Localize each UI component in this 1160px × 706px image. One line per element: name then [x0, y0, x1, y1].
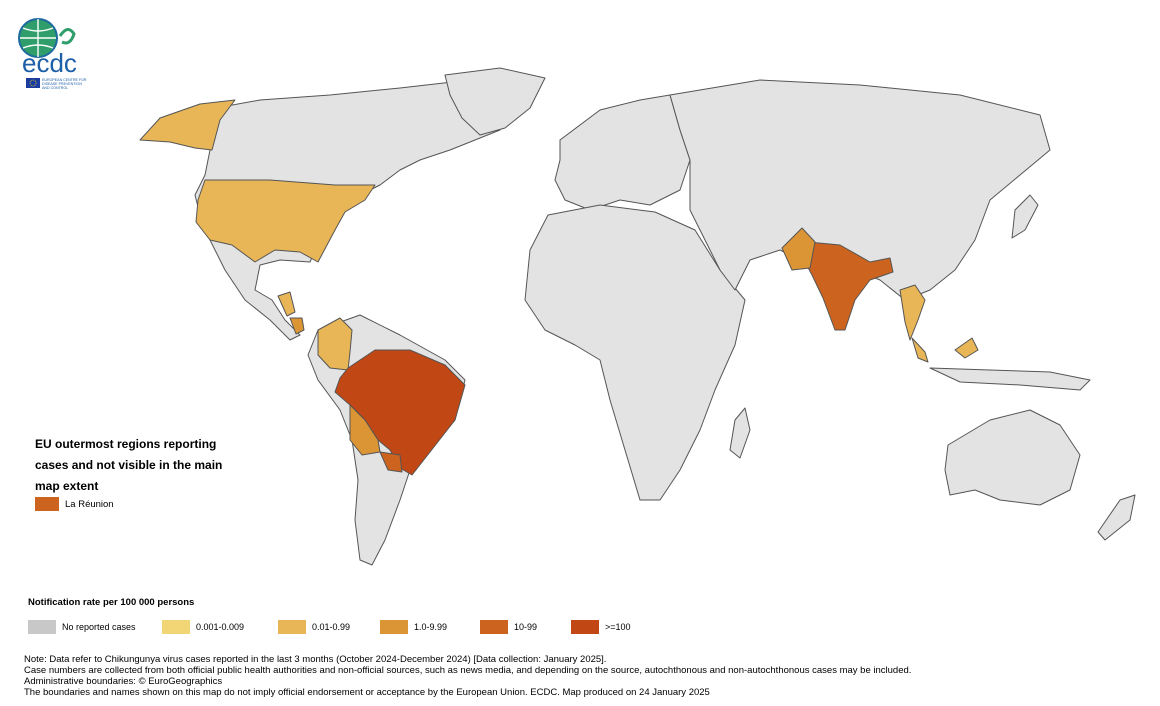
world-map	[0, 60, 1160, 590]
svg-text:EUROPEAN CENTRE FOR: EUROPEAN CENTRE FOR	[42, 78, 87, 82]
legend-item-001: 0.01-0.99	[278, 620, 350, 634]
legend-swatch	[380, 620, 408, 634]
map-madagascar	[729, 407, 751, 459]
map-new-zealand	[1097, 494, 1136, 541]
legend: No reported cases 0.001-0.009 0.01-0.99 …	[28, 620, 1028, 635]
map-japan	[1011, 194, 1039, 239]
map-europe	[554, 94, 691, 211]
eu-flag-icon	[26, 78, 40, 88]
legend-item-10: 10-99	[480, 620, 537, 634]
svg-text:AND CONTROL: AND CONTROL	[42, 86, 68, 90]
outermost-regions-title: EU outermost regions reporting cases and…	[35, 437, 223, 493]
svg-text:DISEASE PREVENTION: DISEASE PREVENTION	[42, 82, 82, 86]
legend-item-no-cases: No reported cases	[28, 620, 136, 634]
map-australia	[944, 409, 1081, 506]
legend-swatch	[571, 620, 599, 634]
legend-label: >=100	[605, 622, 631, 632]
map-nicaragua-case	[289, 317, 305, 335]
note-line: Administrative boundaries: © EuroGeograp…	[24, 676, 223, 687]
map-malaysia	[911, 337, 979, 363]
footnote: Note: Data refer to Chikungunya virus ca…	[24, 654, 1144, 698]
outermost-item-la-reunion: La Réunion	[35, 497, 114, 511]
map-paraguay	[379, 451, 403, 473]
map-thailand	[899, 284, 926, 341]
legend-label: 0.001-0.009	[196, 622, 245, 632]
map-brazil	[334, 349, 466, 476]
map-colombia	[317, 317, 353, 371]
legend-title: Notification rate per 100 000 persons	[28, 597, 195, 608]
map-greenland	[444, 67, 546, 136]
legend-swatch	[278, 620, 306, 634]
note-line: Case numbers are collected from both off…	[24, 665, 912, 676]
map-alaska	[139, 99, 236, 151]
svg-text:ecdc: ecdc	[22, 48, 77, 78]
note-line: Note: Data refer to Chikungunya virus ca…	[24, 654, 607, 665]
legend-item-0001: 0.001-0.009	[162, 620, 244, 634]
legend-item-1: 1.0-9.99	[380, 620, 447, 634]
legend-label: 0.01-0.99	[312, 622, 351, 632]
ecdc-logo: ecdc EUROPEAN CENTRE FOR DISEASE PREVENT…	[8, 16, 108, 96]
legend-swatch	[162, 620, 190, 634]
map-usa	[195, 179, 376, 263]
map-central-america-case	[277, 291, 296, 317]
map-asia	[669, 79, 1051, 301]
legend-label: No reported cases	[62, 622, 136, 632]
la-reunion-label: La Réunion	[65, 498, 114, 510]
legend-swatch	[480, 620, 508, 634]
map-africa	[524, 204, 746, 501]
legend-swatch	[28, 620, 56, 634]
legend-label: 1.0-9.99	[414, 622, 448, 632]
map-indonesia	[929, 367, 1091, 391]
legend-item-100: >=100	[571, 620, 631, 634]
note-line: The boundaries and names shown on this m…	[24, 687, 710, 698]
legend-label: 10-99	[514, 622, 538, 632]
map-india	[804, 241, 894, 331]
map-pakistan	[781, 227, 816, 271]
la-reunion-swatch	[35, 497, 59, 511]
